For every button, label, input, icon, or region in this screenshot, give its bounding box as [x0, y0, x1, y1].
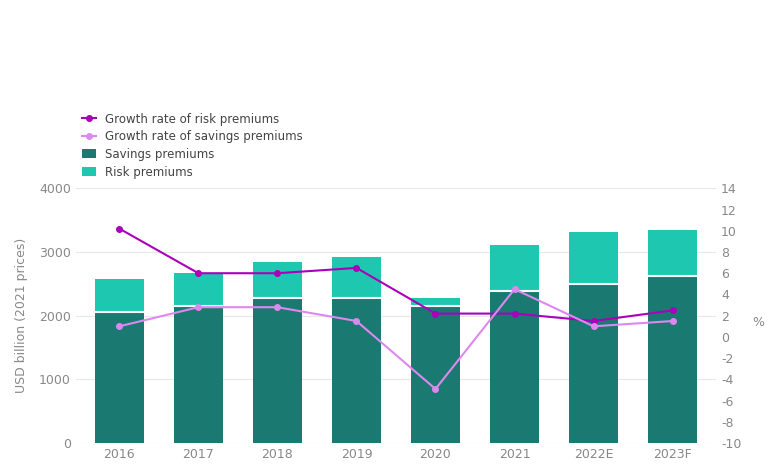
Growth rate of risk premiums — [431, 311, 440, 317]
Growth rate of savings premiums — [273, 304, 282, 310]
Bar — [569, 284, 618, 443]
Bar — [569, 232, 618, 284]
Bar — [95, 312, 144, 443]
Bar — [648, 230, 697, 276]
Legend: Growth rate of risk premiums, Growth rate of savings premiums, Savings premiums,: Growth rate of risk premiums, Growth rat… — [82, 113, 303, 179]
Bar — [490, 291, 539, 443]
Growth rate of savings premiums — [668, 318, 677, 324]
Bar — [648, 276, 697, 443]
Growth rate of risk premiums — [352, 265, 361, 271]
Growth rate of savings premiums — [589, 324, 598, 329]
Growth rate of risk premiums — [668, 307, 677, 313]
Bar — [411, 306, 460, 443]
Growth rate of savings premiums — [194, 304, 203, 310]
Growth rate of savings premiums — [510, 286, 520, 292]
Growth rate of savings premiums — [352, 318, 361, 324]
Bar — [332, 257, 381, 298]
Bar — [490, 245, 539, 291]
Line: Growth rate of risk premiums: Growth rate of risk premiums — [117, 226, 675, 324]
Bar — [174, 273, 223, 306]
Growth rate of risk premiums — [273, 270, 282, 276]
Line: Growth rate of savings premiums: Growth rate of savings premiums — [117, 287, 675, 392]
Bar — [253, 298, 302, 443]
Growth rate of risk premiums — [194, 270, 203, 276]
Growth rate of risk premiums — [589, 318, 598, 324]
Y-axis label: USD billion (2021 prices): USD billion (2021 prices) — [15, 238, 28, 393]
Growth rate of savings premiums — [115, 324, 124, 329]
Bar — [411, 298, 460, 306]
Bar — [95, 279, 144, 312]
Bar — [332, 298, 381, 443]
Growth rate of risk premiums — [510, 311, 520, 317]
Y-axis label: %: % — [752, 316, 764, 329]
Growth rate of risk premiums — [115, 226, 124, 231]
Bar — [174, 306, 223, 443]
Growth rate of savings premiums — [431, 386, 440, 392]
Bar — [253, 261, 302, 298]
